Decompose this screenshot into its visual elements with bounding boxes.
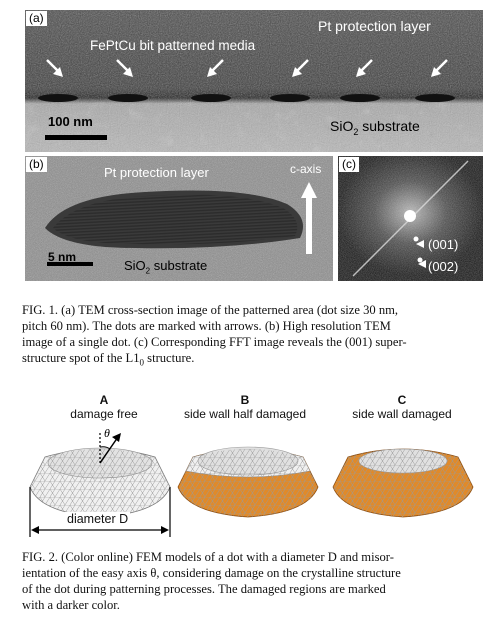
fept-media-label: FePtCu bit patterned media [90, 38, 256, 53]
dot-arrows [46, 59, 448, 77]
figure-1: (a) Pt protection layer FePtCu bit patte… [0, 0, 500, 368]
fem-model-c [332, 448, 474, 518]
scale-bar-a [45, 135, 107, 140]
panel-c-label: (c) [339, 157, 359, 172]
tem-image-a [25, 10, 483, 152]
sio2-substrate-a: SiO2 substrate [330, 118, 420, 137]
c-axis-arrow [301, 182, 317, 254]
pt-protection-layer-b: Pt protection layer [104, 165, 209, 180]
tem-image-b [25, 156, 333, 281]
fem-model-a [29, 433, 171, 518]
pt-protection-layer-a: Pt protection layer [318, 18, 431, 34]
figure-1-caption: FIG. 1. (a) TEM cross-section image of t… [22, 303, 407, 368]
spot-001-marker [416, 240, 424, 248]
figure-2-caption: FIG. 2. (Color online) FEM models of a d… [22, 550, 401, 612]
spot-002-label: (002) [428, 259, 459, 274]
fem-model-b [177, 446, 319, 518]
scale-bar-b [47, 262, 93, 266]
scale-bar-a-label: 100 nm [48, 114, 93, 129]
panel-a-label: (a) [26, 11, 47, 26]
panel-b-label: (b) [26, 157, 47, 172]
fft-image-c [338, 156, 483, 281]
diameter-label: diameter D [65, 512, 131, 526]
fem-models: θ [29, 426, 474, 537]
theta-label: θ [104, 426, 110, 440]
sio2-substrate-b: SiO2 substrate [124, 258, 208, 276]
diameter-dimension [29, 487, 171, 537]
scale-bar-b-label: 5 nm [48, 250, 77, 264]
c-axis-label: c-axis [290, 162, 322, 176]
spot-001-label: (001) [428, 237, 459, 252]
spot-002-marker [418, 260, 426, 268]
